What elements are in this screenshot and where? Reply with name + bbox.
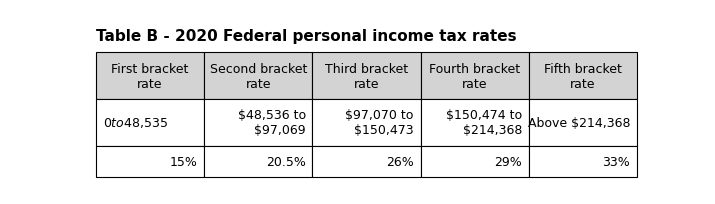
Bar: [96, 100, 204, 146]
Text: 26%: 26%: [386, 155, 414, 168]
Text: $0 to $48,535: $0 to $48,535: [103, 116, 168, 130]
Text: Table B - 2020 Federal personal income tax rates: Table B - 2020 Federal personal income t…: [96, 29, 517, 44]
Bar: [312, 100, 420, 146]
Bar: [312, 146, 420, 177]
Bar: [204, 146, 312, 177]
Text: Fourth bracket
rate: Fourth bracket rate: [429, 62, 521, 90]
Text: Above $214,368: Above $214,368: [528, 116, 630, 129]
Bar: [420, 100, 528, 146]
Bar: [204, 100, 312, 146]
Bar: [528, 53, 637, 100]
Text: 33%: 33%: [603, 155, 630, 168]
Text: First bracket
rate: First bracket rate: [112, 62, 189, 90]
Bar: [96, 146, 204, 177]
Bar: [204, 53, 312, 100]
Text: 29%: 29%: [494, 155, 522, 168]
Bar: [96, 53, 204, 100]
Bar: [528, 100, 637, 146]
Text: 20.5%: 20.5%: [266, 155, 306, 168]
Text: Fifth bracket
rate: Fifth bracket rate: [544, 62, 622, 90]
Bar: [528, 146, 637, 177]
Bar: [312, 53, 420, 100]
Bar: [420, 146, 528, 177]
Text: $48,536 to
$97,069: $48,536 to $97,069: [237, 109, 306, 137]
Text: Second bracket
rate: Second bracket rate: [209, 62, 307, 90]
Text: Third bracket
rate: Third bracket rate: [325, 62, 408, 90]
Text: 15%: 15%: [169, 155, 197, 168]
Text: $97,070 to
$150,473: $97,070 to $150,473: [345, 109, 414, 137]
Text: $150,474 to
$214,368: $150,474 to $214,368: [446, 109, 522, 137]
Bar: [420, 53, 528, 100]
